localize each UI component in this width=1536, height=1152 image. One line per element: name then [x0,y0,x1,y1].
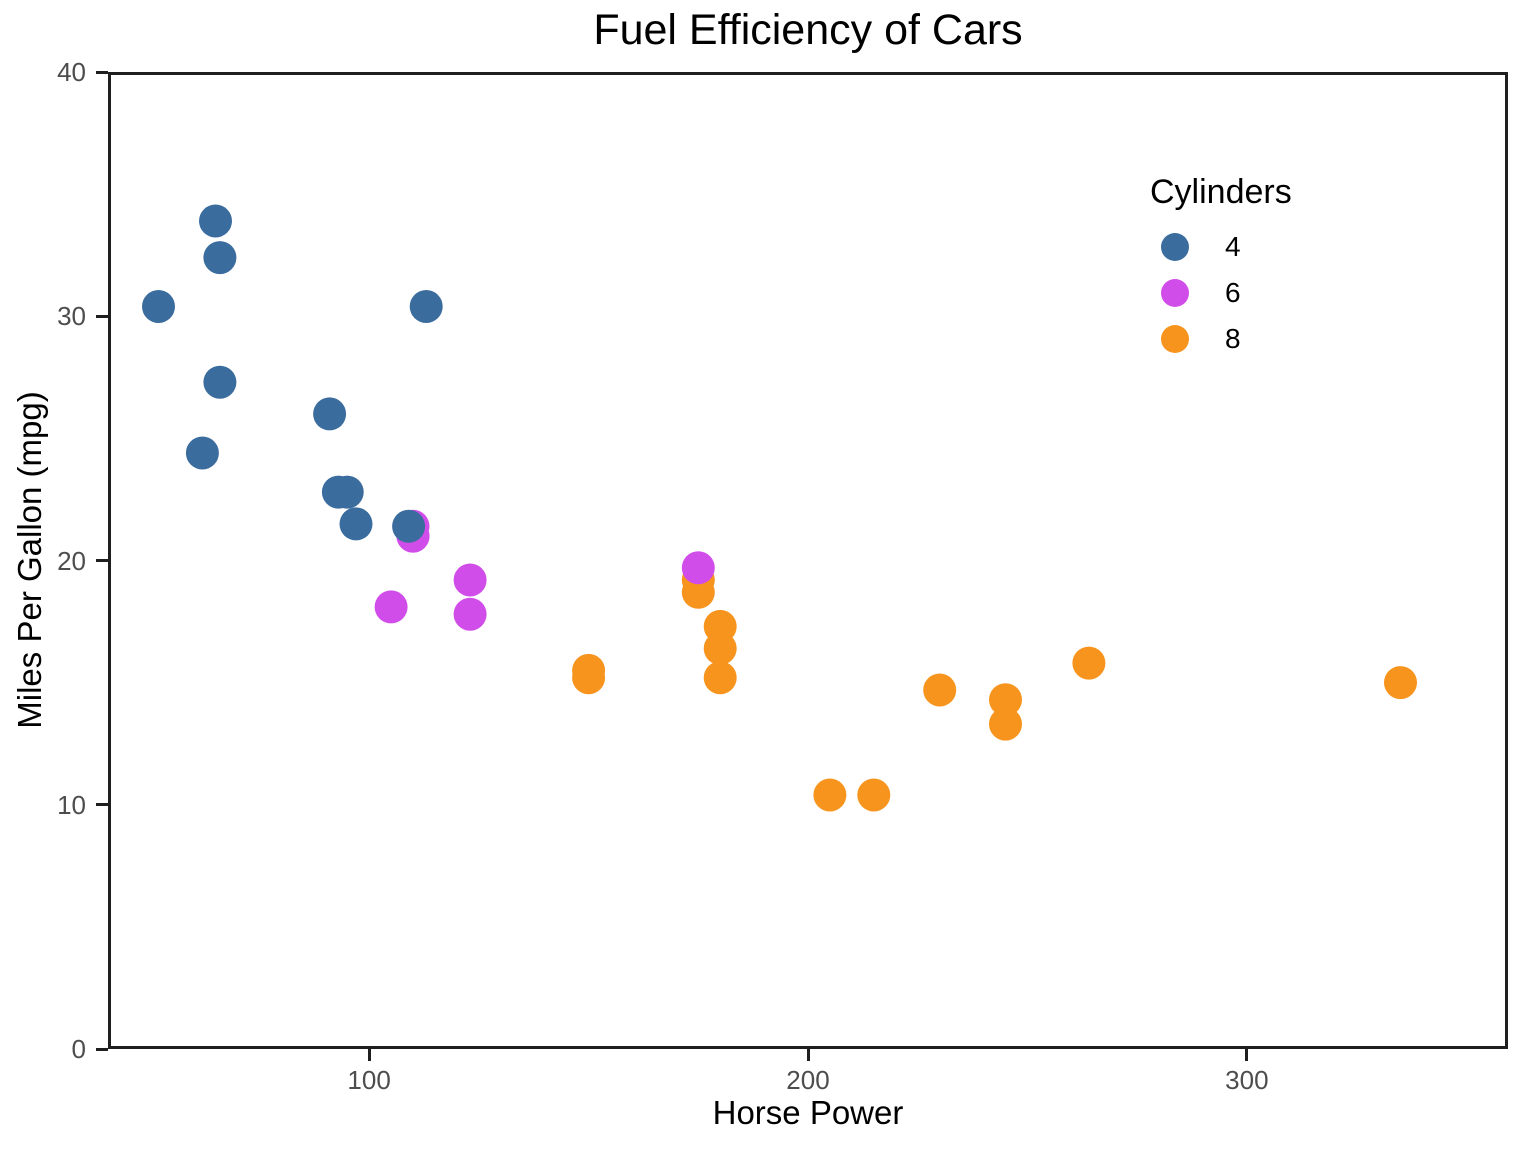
legend: Cylinders 4 6 8 [1150,172,1292,362]
data-point-cyl4 [199,204,232,238]
legend-dot-icon [1161,279,1189,307]
data-point-cyl8 [923,673,957,707]
legend-dot-icon [1161,233,1189,261]
data-point-cyl4 [203,365,237,399]
x-tick-mark [1245,1049,1249,1061]
x-tick-mark [367,1049,371,1061]
data-point-cyl6 [453,563,487,597]
data-point-cyl8 [813,778,847,812]
y-tick-mark [96,70,108,74]
data-point-cyl8 [1384,666,1417,700]
data-point-cyl6 [374,590,408,624]
y-tick-label: 0 [71,1034,86,1064]
x-tick-label: 100 [347,1065,391,1095]
x-tick-label: 200 [786,1065,830,1095]
legend-items: 4 6 8 [1150,224,1292,362]
legend-title: Cylinders [1150,173,1292,211]
data-point-cyl8 [572,661,606,695]
data-point-cyl4 [409,290,443,323]
legend-label: 4 [1225,231,1241,262]
data-point-cyl4 [330,475,364,509]
y-tick-label: 40 [57,57,86,87]
legend-item-8: 8 [1150,316,1292,362]
data-point-cyl4 [203,241,237,275]
legend-item-6: 6 [1150,270,1292,316]
data-point-cyl8 [1072,646,1106,680]
x-tick-label: 300 [1225,1065,1269,1095]
y-tick-mark [96,803,108,807]
data-point-cyl4 [392,509,426,543]
data-point-cyl6 [681,551,715,585]
y-tick-label: 20 [57,545,86,576]
legend-label: 8 [1225,323,1241,354]
legend-item-4: 4 [1150,224,1292,270]
plot-panel: Cylinders 4 6 8 100 200 300 0 10 20 30 40 [57,57,1508,1095]
data-point-cyl6 [453,597,487,631]
y-tick-mark [96,314,108,318]
legend-dot-icon [1161,325,1189,353]
data-point-cyl8 [989,683,1022,717]
y-tick-label: 10 [57,789,86,820]
y-tick-mark [96,1047,108,1051]
x-axis-title: Horse Power [712,1094,904,1131]
chart-title: Fuel Efficiency of Cars [593,6,1023,54]
data-point-cyl8 [703,609,737,643]
legend-label: 6 [1225,277,1241,308]
data-point-cyl4 [339,507,373,541]
scatter-plot [142,204,1417,812]
data-point-cyl4 [185,436,219,470]
data-point-cyl4 [313,397,347,431]
data-point-cyl8 [703,661,737,695]
data-point-cyl8 [989,707,1022,741]
x-tick-mark [806,1049,810,1061]
data-point-cyl4 [142,290,175,323]
data-point-cyl8 [857,778,891,812]
y-tick-mark [96,559,108,562]
y-tick-label: 30 [57,301,86,332]
